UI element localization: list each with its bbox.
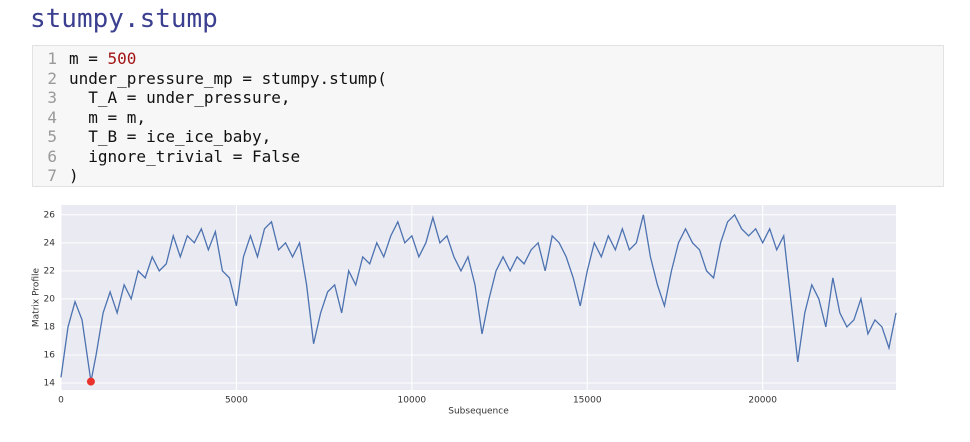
- y-tick-label: 22: [44, 266, 55, 276]
- code-token: 500: [107, 49, 137, 68]
- data-line: [60, 213, 897, 382]
- x-tick-label: 15000: [573, 396, 602, 406]
- code-line: 6 ignore_trivial = False: [33, 147, 943, 167]
- code-token: m =: [69, 49, 108, 68]
- line-number: 7: [47, 166, 57, 185]
- x-tick-label: 0: [58, 396, 64, 406]
- y-tick-label: 24: [44, 238, 56, 248]
- x-tick-label: 5000: [225, 396, 248, 406]
- code-token: under_pressure_mp = stumpy.stump(: [69, 68, 387, 88]
- line-number: 1: [47, 49, 57, 68]
- code-block: 1 m = 500 2 under_pressure_mp = stumpy.stum…: [32, 45, 944, 187]
- line-number: 5: [47, 127, 57, 146]
- y-tick-label: 16: [44, 350, 56, 360]
- plot-background: [61, 205, 896, 390]
- highlight-point: [86, 377, 95, 386]
- line-number: 6: [47, 146, 57, 166]
- line-number: 2: [47, 68, 57, 88]
- x-tick-label: 10000: [398, 396, 427, 406]
- y-axis-label: Matrix Profile: [32, 267, 42, 327]
- chart: 14 16 18 20 22 24 26 0 5000 10000 15000 20000 Subseq…: [32, 205, 897, 417]
- code-token: ignore_trivial = False: [69, 146, 301, 166]
- code-line: 3 T_A = under_pressure,: [33, 88, 943, 108]
- code-line: 5 T_B = ice_ice_baby,: [33, 127, 943, 147]
- code-line: 1 m = 500: [33, 49, 943, 69]
- line-number: 3: [47, 88, 57, 107]
- slide-title: stumpy.stump: [30, 4, 218, 34]
- code-token: ): [69, 166, 79, 185]
- code-token: T_A = under_pressure,: [69, 88, 291, 107]
- y-tick-label: 26: [44, 210, 56, 220]
- code-line: 7): [33, 166, 943, 186]
- code-line: 4 m = m,: [33, 108, 943, 128]
- x-axis-label: Subsequence: [448, 407, 509, 417]
- code-token: T_B = ice_ice_baby,: [69, 127, 272, 146]
- code-line: 2 under_pressure_mp = stumpy.stump(: [33, 69, 943, 89]
- y-tick-label: 14: [44, 378, 56, 388]
- y-tick-label: 20: [44, 294, 56, 304]
- code-token: m = m,: [69, 107, 147, 127]
- y-tick-label: 18: [44, 322, 56, 332]
- line-number: 4: [47, 107, 57, 127]
- x-tick-label: 20000: [748, 396, 777, 406]
